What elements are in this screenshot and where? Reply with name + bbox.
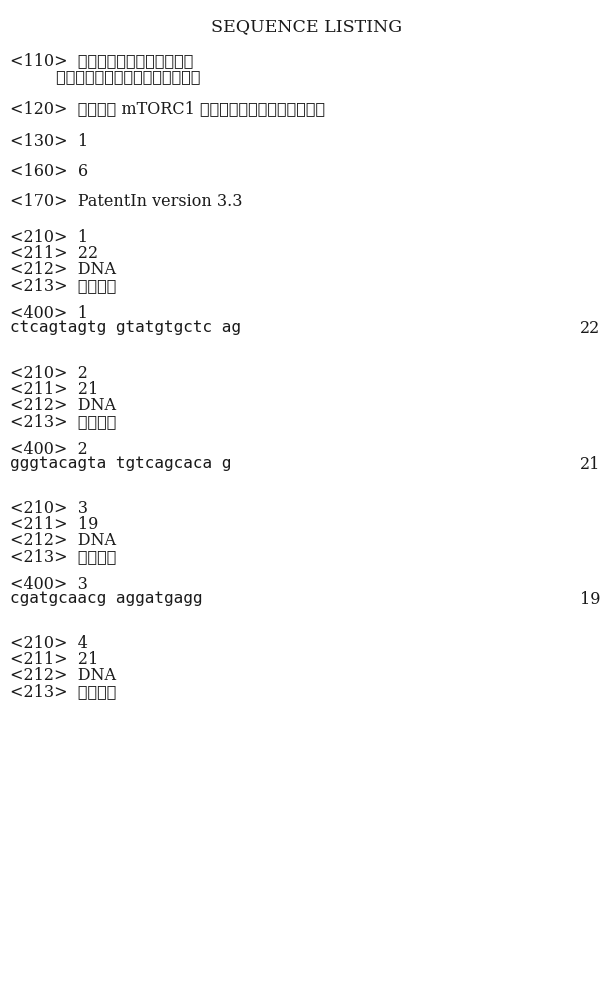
Text: <120>  一种用于 mTORC1 通路的小鼠模型及其建立方法: <120> 一种用于 mTORC1 通路的小鼠模型及其建立方法 [10, 100, 325, 117]
Text: 19: 19 [580, 591, 600, 608]
Text: <210>  3: <210> 3 [10, 500, 88, 517]
Text: <211>  21: <211> 21 [10, 381, 98, 398]
Text: <210>  2: <210> 2 [10, 365, 88, 382]
Text: <213>  人工序列: <213> 人工序列 [10, 413, 117, 430]
Text: cgatgcaacg aggatgagg: cgatgcaacg aggatgagg [10, 591, 203, 606]
Text: <160>  6: <160> 6 [10, 163, 88, 180]
Text: <213>  人工序列: <213> 人工序列 [10, 277, 117, 294]
Text: <211>  19: <211> 19 [10, 516, 98, 533]
Text: <212>  DNA: <212> DNA [10, 667, 116, 684]
Text: <400>  2: <400> 2 [10, 441, 88, 458]
Text: <212>  DNA: <212> DNA [10, 397, 116, 414]
Text: <213>  人工序列: <213> 人工序列 [10, 548, 117, 565]
Text: <170>  PatentIn version 3.3: <170> PatentIn version 3.3 [10, 193, 243, 210]
Text: 22: 22 [580, 320, 600, 337]
Text: gggtacagta tgtcagcaca g: gggtacagta tgtcagcaca g [10, 456, 231, 471]
Text: <213>  人工序列: <213> 人工序列 [10, 683, 117, 700]
Text: SEQUENCE LISTING: SEQUENCE LISTING [211, 18, 403, 35]
Text: <110>  上海市内分泌代谢病研究所: <110> 上海市内分泌代谢病研究所 [10, 52, 193, 69]
Text: <210>  1: <210> 1 [10, 229, 88, 246]
Text: <210>  4: <210> 4 [10, 635, 88, 652]
Text: <400>  1: <400> 1 [10, 305, 88, 322]
Text: <212>  DNA: <212> DNA [10, 261, 116, 278]
Text: <211>  21: <211> 21 [10, 651, 98, 668]
Text: 上海交通大学医学院附属瑞金医院: 上海交通大学医学院附属瑞金医院 [10, 68, 201, 85]
Text: <130>  1: <130> 1 [10, 133, 88, 150]
Text: ctcagtagtg gtatgtgctc ag: ctcagtagtg gtatgtgctc ag [10, 320, 241, 335]
Text: 21: 21 [580, 456, 600, 473]
Text: <212>  DNA: <212> DNA [10, 532, 116, 549]
Text: <400>  3: <400> 3 [10, 576, 88, 593]
Text: <211>  22: <211> 22 [10, 245, 98, 262]
